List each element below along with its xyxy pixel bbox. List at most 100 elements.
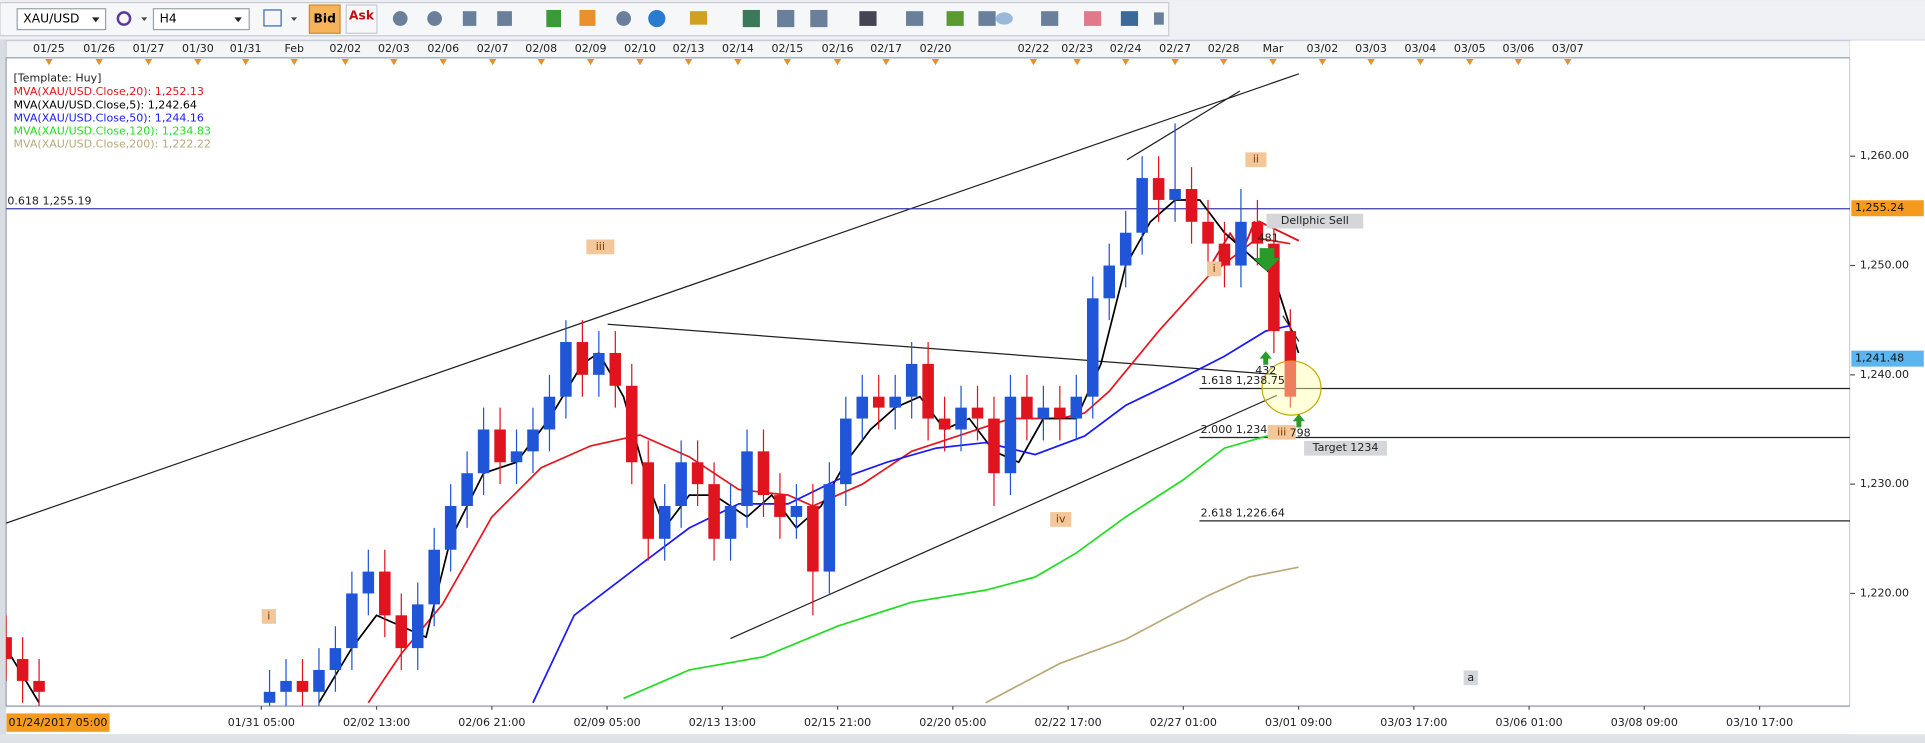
price-marker-label: 1,255.24 — [1855, 201, 1904, 214]
icon[interactable] — [546, 9, 562, 28]
annotation: i — [1213, 262, 1216, 275]
template-label: [Template: Huy] — [14, 72, 102, 85]
icon[interactable] — [263, 9, 282, 27]
drawings — [6, 73, 1300, 640]
icon[interactable] — [497, 11, 512, 26]
icon[interactable] — [777, 9, 795, 28]
top-tick — [586, 59, 595, 66]
candle-body — [33, 680, 45, 692]
fib-label: 0.618 1,255.19 — [7, 194, 91, 207]
top-tick — [833, 59, 842, 66]
x-tick-label: 01/31 05:00 — [228, 716, 295, 729]
x-tick-label: 02/09 05:00 — [574, 716, 641, 729]
candle-body — [411, 604, 424, 649]
top-tick-label: 02/23 — [1061, 42, 1093, 55]
top-tick — [290, 59, 298, 66]
icon[interactable] — [1041, 11, 1059, 26]
icon[interactable] — [810, 9, 828, 28]
annotation: iii — [1277, 425, 1286, 438]
top-tick — [341, 59, 349, 66]
candle-body — [922, 363, 934, 419]
icon[interactable] — [427, 11, 442, 26]
icon[interactable] — [742, 9, 760, 28]
top-tick-label: 02/08 — [525, 42, 557, 55]
top-tick-label: Feb — [284, 42, 304, 55]
icon[interactable] — [616, 11, 632, 26]
top-tick — [1416, 59, 1425, 66]
annotation-bg — [1245, 152, 1267, 168]
sell-arrow — [1253, 248, 1281, 272]
candle-body — [988, 418, 1000, 474]
top-tick-label: 02/03 — [378, 42, 410, 55]
fib-label: 1.618 1,238.75 — [1201, 374, 1285, 387]
candle-body — [346, 593, 358, 649]
buy-arrow — [1292, 413, 1306, 428]
icon[interactable] — [978, 11, 996, 26]
annotation: i — [267, 609, 270, 622]
top-tick — [144, 59, 153, 66]
candle-body — [741, 451, 753, 507]
price-axis-bg — [1850, 40, 1925, 741]
legend-entry: MVA(XAU/USD.Close,120): 1,234.83 — [14, 125, 211, 138]
x-tick-label: 02/15 21:00 — [804, 716, 871, 729]
annotation: iv — [1056, 512, 1066, 525]
candle-body — [708, 484, 720, 539]
ask-button[interactable] — [345, 4, 378, 34]
icon[interactable] — [1120, 11, 1139, 26]
legend-entry: MVA(XAU/USD.Close,20): 1,252.13 — [14, 85, 204, 98]
moving-average — [623, 428, 1291, 700]
x-cursor-label: 01/24/2017 05:00 — [9, 716, 108, 729]
bid-button[interactable] — [308, 4, 341, 34]
icon[interactable] — [392, 11, 408, 26]
x-tick-label: 02/20 05:00 — [919, 716, 986, 729]
icon[interactable] — [995, 12, 1013, 25]
toolbar: XAU/USD H4 Bid Ask — [0, 0, 1925, 40]
candle-body — [1284, 331, 1297, 397]
delphic-line — [1257, 220, 1300, 242]
candle-body — [593, 352, 605, 375]
top-tick-label: 03/05 — [1454, 42, 1486, 55]
symbol-dropdown[interactable] — [16, 8, 107, 31]
icon[interactable] — [116, 11, 132, 26]
icon[interactable] — [906, 11, 924, 26]
top-tick — [390, 59, 398, 66]
x-tick-label: 02/22 17:00 — [1035, 716, 1102, 729]
candle-body — [379, 571, 391, 616]
candle-body — [1021, 396, 1033, 419]
top-tick-label: 01/26 — [83, 42, 115, 55]
icon[interactable] — [859, 11, 877, 26]
top-tick-label: 01/27 — [133, 42, 165, 55]
icon[interactable] — [579, 9, 596, 26]
candle-body — [1202, 221, 1214, 244]
icon[interactable] — [462, 11, 477, 26]
annotation: 481 — [1258, 231, 1279, 244]
top-tick-label: 03/02 — [1307, 42, 1339, 55]
annotation: 798 — [1290, 426, 1311, 439]
legend-entry: MVA(XAU/USD.Close,5): 1,242.64 — [14, 98, 197, 111]
annotation-bg — [1207, 261, 1222, 277]
trend-line — [1126, 90, 1241, 161]
icon[interactable] — [1084, 11, 1102, 26]
top-tick — [194, 59, 202, 66]
dropdown-arrow — [92, 17, 100, 23]
icon[interactable] — [648, 9, 666, 28]
icon[interactable] — [946, 11, 964, 26]
candle-body — [280, 680, 292, 692]
x-tick-label: 03/03 17:00 — [1380, 716, 1447, 729]
price-marker-label: 1,241.48 — [1855, 352, 1904, 365]
legend: [Template: Huy] MVA(XAU/USD.Close,20): 1… — [14, 72, 211, 151]
top-tick-label: 02/02 — [329, 42, 361, 55]
candle-body — [1119, 232, 1132, 266]
icon[interactable] — [689, 11, 708, 25]
icon[interactable] — [1154, 12, 1164, 25]
top-tick-label: 02/17 — [870, 42, 902, 55]
top-tick-label: 02/20 — [920, 42, 952, 55]
top-tick-label: 02/10 — [624, 42, 656, 55]
timeframe-dropdown[interactable] — [152, 8, 250, 31]
candle-body — [263, 691, 276, 703]
top-tick — [1564, 59, 1572, 66]
top-tick — [1073, 59, 1081, 66]
candle-body — [774, 495, 786, 517]
legend-entry: MVA(XAU/USD.Close,200): 1,222.22 — [14, 138, 211, 151]
trend-line — [607, 323, 1277, 376]
